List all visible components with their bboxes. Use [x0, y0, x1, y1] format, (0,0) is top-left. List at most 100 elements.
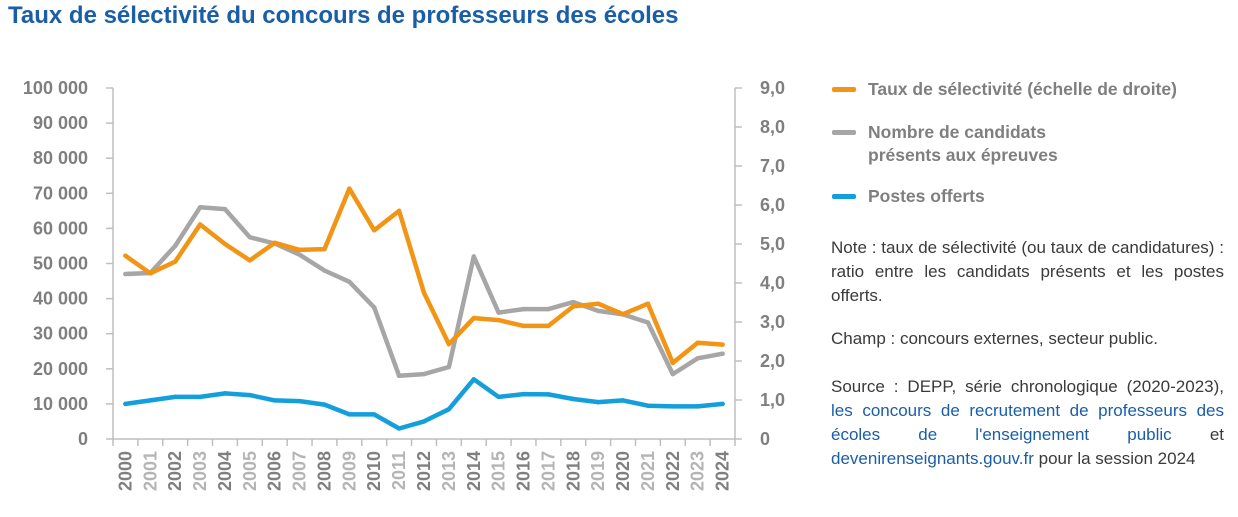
data-point-posts — [272, 398, 277, 403]
data-point-selectivity — [396, 208, 402, 214]
data-point-posts — [471, 377, 476, 382]
champ-text: Champ : concours externes, secteur publi… — [831, 327, 1224, 351]
data-point-candidates — [222, 206, 228, 212]
data-point-selectivity — [173, 259, 178, 264]
legend-label-posts: Postes offerts — [868, 186, 985, 206]
data-point-selectivity — [571, 304, 576, 309]
x-tick-label: 2014 — [464, 451, 484, 491]
x-tick-label: 2022 — [663, 451, 683, 491]
data-point-posts — [620, 398, 626, 403]
data-point-selectivity — [322, 246, 327, 252]
series-selectivity — [123, 186, 725, 366]
data-point-posts — [123, 401, 128, 407]
data-point-posts — [695, 404, 700, 409]
data-point-candidates — [720, 351, 725, 356]
data-point-posts — [546, 392, 551, 397]
x-tick-label: 2013 — [439, 451, 459, 491]
x-tick-label: 2023 — [688, 451, 708, 491]
data-point-candidates — [247, 234, 253, 240]
data-point-candidates — [521, 306, 526, 312]
legend-label-selectivity: Taux de sélectivité (échelle de droite) — [868, 79, 1177, 99]
x-tick-label: 2017 — [538, 451, 558, 491]
legend-swatch-candidates — [832, 130, 856, 135]
x-tick-label: 2008 — [314, 451, 334, 491]
x-tick-label: 2002 — [165, 451, 185, 491]
data-point-selectivity — [247, 258, 253, 263]
legend-swatch-posts — [832, 194, 856, 199]
data-point-selectivity — [446, 342, 452, 347]
right-tick-label: 0 — [760, 429, 770, 449]
data-point-selectivity — [595, 301, 601, 306]
source-prefix: Source : DEPP, série chronologique (2020… — [831, 377, 1224, 396]
legend-item-selectivity: Taux de sélectivité (échelle de droite) — [832, 78, 1177, 101]
source-paragraph: Source : DEPP, série chronologique (2020… — [831, 375, 1224, 471]
data-point-selectivity — [645, 301, 651, 306]
x-tick-label: 2005 — [240, 451, 260, 491]
source-link-concours[interactable]: les concours de recrutement de professeu… — [831, 401, 1224, 444]
data-point-posts — [421, 419, 427, 424]
data-point-posts — [372, 412, 377, 417]
data-point-candidates — [372, 305, 377, 310]
data-point-selectivity — [471, 315, 476, 321]
left-tick-label: 20 000 — [33, 359, 88, 379]
x-tick-label: 2007 — [290, 451, 310, 491]
data-point-selectivity — [197, 222, 203, 227]
series-posts — [123, 377, 725, 431]
data-point-selectivity — [546, 323, 551, 329]
data-point-candidates — [446, 364, 452, 370]
data-point-posts — [720, 401, 725, 407]
data-point-candidates — [496, 310, 501, 315]
right-tick-label: 1,0 — [760, 390, 785, 410]
x-tick-label: 2003 — [190, 451, 210, 491]
x-tick-label: 2006 — [265, 451, 285, 491]
data-point-selectivity — [521, 323, 526, 329]
data-point-posts — [173, 394, 178, 400]
data-point-posts — [521, 391, 526, 397]
data-point-selectivity — [670, 360, 675, 366]
data-point-candidates — [670, 371, 675, 377]
data-point-posts — [148, 398, 153, 403]
data-point-selectivity — [695, 340, 700, 345]
note-text: Note : taux de sélectivité (ou taux de c… — [831, 236, 1224, 308]
data-point-candidates — [546, 306, 551, 312]
data-point-candidates — [471, 254, 476, 259]
source-suffix: pour la session 2024 — [1038, 449, 1196, 468]
left-tick-label: 100 000 — [23, 78, 88, 98]
data-point-selectivity — [222, 241, 228, 247]
x-tick-label: 2011 — [389, 451, 409, 490]
data-point-selectivity — [148, 271, 153, 276]
data-point-posts — [645, 403, 651, 408]
x-tick-label: 2004 — [215, 451, 235, 491]
legend-label-candidates: Nombre de candidats présents aux épreuve… — [868, 122, 1058, 165]
left-tick-label: 90 000 — [33, 113, 88, 133]
x-tick-label: 2015 — [489, 451, 509, 491]
left-tick-label: 30 000 — [33, 324, 88, 344]
left-tick-label: 40 000 — [33, 289, 88, 309]
x-tick-label: 2012 — [414, 451, 434, 491]
data-point-candidates — [197, 205, 203, 210]
data-point-selectivity — [372, 228, 377, 233]
right-tick-label: 2,0 — [760, 351, 785, 371]
data-point-posts — [222, 391, 228, 396]
left-tick-label: 60 000 — [33, 218, 88, 238]
data-point-selectivity — [421, 290, 427, 295]
data-point-candidates — [322, 268, 327, 273]
x-tick-label: 2018 — [563, 451, 583, 491]
right-tick-label: 8,0 — [760, 117, 785, 137]
x-tick-label: 2019 — [588, 451, 608, 491]
data-point-candidates — [595, 308, 601, 314]
data-point-candidates — [421, 371, 427, 377]
data-point-selectivity — [496, 317, 501, 323]
left-tick-label: 50 000 — [33, 254, 88, 274]
x-tick-label: 2010 — [364, 451, 384, 491]
data-point-selectivity — [272, 240, 277, 246]
data-point-candidates — [173, 243, 178, 249]
data-point-candidates — [695, 356, 700, 361]
x-tick-label: 2000 — [115, 451, 135, 491]
data-point-candidates — [396, 373, 402, 379]
x-tick-label: 2009 — [339, 451, 359, 491]
chart-title: Taux de sélectivité du concours de profe… — [8, 2, 679, 29]
legend-item-posts: Postes offerts — [832, 185, 985, 208]
left-tick-label: 10 000 — [33, 394, 88, 414]
source-link-devenirenseignants[interactable]: devenirenseignants.gouv.fr — [831, 449, 1034, 468]
